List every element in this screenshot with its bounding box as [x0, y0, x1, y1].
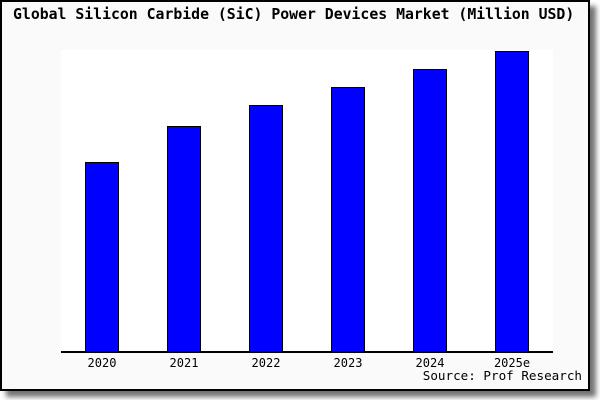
bar-slot — [389, 69, 471, 351]
bar-slot — [307, 87, 389, 351]
x-tick-label: 2021 — [169, 356, 199, 370]
bar-2021 — [167, 126, 201, 351]
x-axis-labels: 2020 2021 2022 2023 2024 2025e — [61, 356, 553, 370]
bar-2025e — [495, 51, 529, 351]
bar-slot — [61, 162, 143, 351]
x-tick-label: 2024 — [415, 356, 445, 370]
bar-2024 — [413, 69, 447, 351]
bar-slot — [143, 126, 225, 351]
bar-2020 — [85, 162, 119, 351]
bar-slot — [471, 51, 553, 351]
bar-2023 — [331, 87, 365, 351]
chart-title: Global Silicon Carbide (SiC) Power Devic… — [13, 6, 575, 23]
source-note: Source: Prof Research — [422, 368, 582, 383]
plot-area — [61, 50, 553, 353]
x-tick-label: 2020 — [87, 356, 117, 370]
chart-window: Global Silicon Carbide (SiC) Power Devic… — [0, 0, 590, 391]
x-tick-label: 2022 — [251, 356, 281, 370]
x-tick-label: 2023 — [333, 356, 363, 370]
bar-2022 — [249, 105, 283, 351]
bar-slot — [225, 105, 307, 351]
x-tick-label: 2025e — [493, 356, 531, 370]
bars-row — [61, 50, 553, 351]
